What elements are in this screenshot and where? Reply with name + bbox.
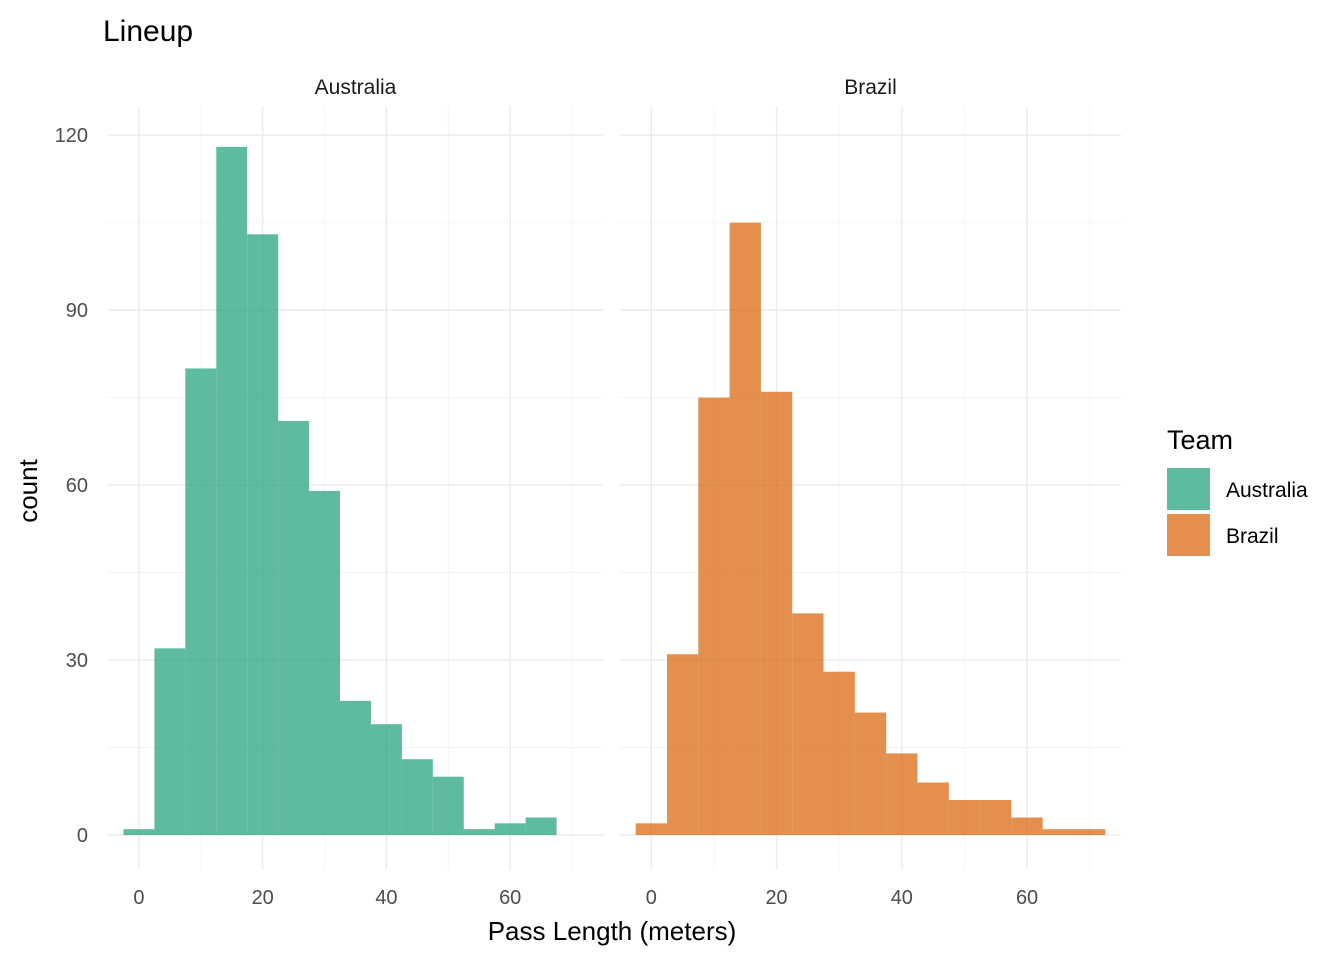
histogram-bar bbox=[247, 234, 279, 836]
histogram-bar bbox=[309, 490, 341, 836]
x-tick-label: 40 bbox=[375, 887, 397, 909]
y-tick-label: 0 bbox=[77, 825, 88, 847]
histogram-bar bbox=[1042, 829, 1075, 836]
histogram-bar bbox=[525, 817, 557, 836]
legend-item-brazil: Brazil bbox=[1167, 514, 1279, 556]
y-tick-label: 90 bbox=[66, 300, 88, 322]
histogram-bar bbox=[886, 753, 918, 836]
legend-label: Brazil bbox=[1226, 525, 1279, 548]
x-tick-label: 0 bbox=[133, 887, 144, 909]
facet-panels: Australia 0 20 40 60 0 30 60 90 120 Brazil 0 20 40 60 bbox=[55, 76, 1121, 909]
x-tick-label: 20 bbox=[765, 887, 787, 909]
histogram-bar bbox=[823, 671, 855, 836]
histogram-bar bbox=[123, 829, 155, 836]
x-tick-label: 60 bbox=[1016, 887, 1038, 909]
histogram-bar bbox=[698, 397, 730, 836]
legend-title: Team bbox=[1167, 425, 1233, 455]
x-tick-label: 60 bbox=[499, 887, 521, 909]
legend-label: Australia bbox=[1226, 479, 1308, 502]
legend: Team Australia Brazil bbox=[1167, 425, 1308, 556]
histogram-bar bbox=[760, 391, 793, 836]
y-axis-title: count bbox=[13, 458, 43, 522]
histogram-bar bbox=[401, 759, 433, 836]
histogram-bar bbox=[792, 613, 824, 836]
panel-brazil: Brazil 0 20 40 60 bbox=[620, 76, 1121, 909]
histogram-bar bbox=[216, 146, 248, 836]
legend-key bbox=[1167, 514, 1210, 556]
histogram-bar bbox=[917, 782, 949, 836]
histogram-bar bbox=[340, 700, 371, 836]
histogram-bar bbox=[948, 800, 981, 836]
histogram-bar bbox=[729, 222, 761, 836]
histogram-bar bbox=[666, 654, 699, 836]
histogram-bar bbox=[432, 776, 464, 836]
histogram-bar bbox=[1011, 817, 1043, 836]
legend-key bbox=[1167, 468, 1210, 510]
chart-title: Lineup bbox=[103, 15, 193, 48]
y-tick-label: 120 bbox=[55, 125, 88, 147]
histogram-bar bbox=[1074, 829, 1106, 836]
y-tick-label: 60 bbox=[66, 475, 88, 497]
x-tick-label: 20 bbox=[252, 887, 274, 909]
histogram-bar bbox=[635, 823, 667, 836]
facet-strip-label: Australia bbox=[315, 76, 397, 99]
x-tick-label: 40 bbox=[891, 887, 913, 909]
facet-strip-label: Brazil bbox=[844, 76, 897, 99]
histogram-bar bbox=[185, 368, 217, 836]
histogram-bar bbox=[980, 800, 1012, 836]
histogram-bar bbox=[854, 712, 887, 836]
histogram-bar bbox=[278, 420, 310, 836]
histogram-bar bbox=[494, 823, 526, 836]
x-axis-title: Pass Length (meters) bbox=[488, 916, 737, 946]
y-tick-label: 30 bbox=[66, 650, 88, 672]
histogram-bar bbox=[463, 829, 495, 836]
legend-item-australia: Australia bbox=[1167, 468, 1308, 510]
panel-australia: Australia 0 20 40 60 0 30 60 90 120 bbox=[55, 76, 603, 909]
x-tick-label: 0 bbox=[646, 887, 657, 909]
histogram-bar bbox=[370, 724, 402, 836]
legend-items: Australia Brazil bbox=[1167, 468, 1308, 556]
histogram-bar bbox=[154, 648, 186, 836]
